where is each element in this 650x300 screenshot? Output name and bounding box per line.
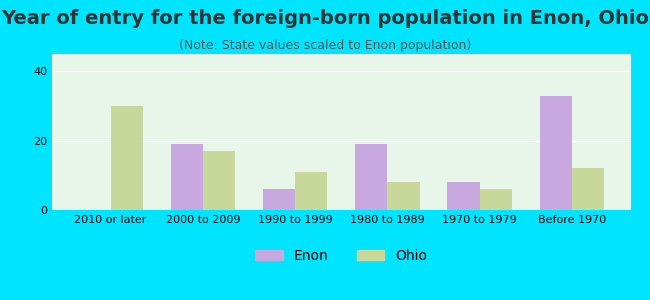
Bar [170,144,203,210]
Text: (Note: State values scaled to Enon population): (Note: State values scaled to Enon popul… [179,39,471,52]
Text: Year of entry for the foreign-born population in Enon, Ohio: Year of entry for the foreign-born popul… [1,9,649,28]
Bar [572,168,604,210]
Bar [540,96,572,210]
Legend: Enon, Ohio: Enon, Ohio [250,244,433,268]
Bar [355,144,387,210]
Bar [447,182,480,210]
Bar [295,172,328,210]
Bar [111,106,143,210]
Bar [387,182,420,210]
Bar [480,189,512,210]
Bar [203,151,235,210]
Bar [263,189,295,210]
